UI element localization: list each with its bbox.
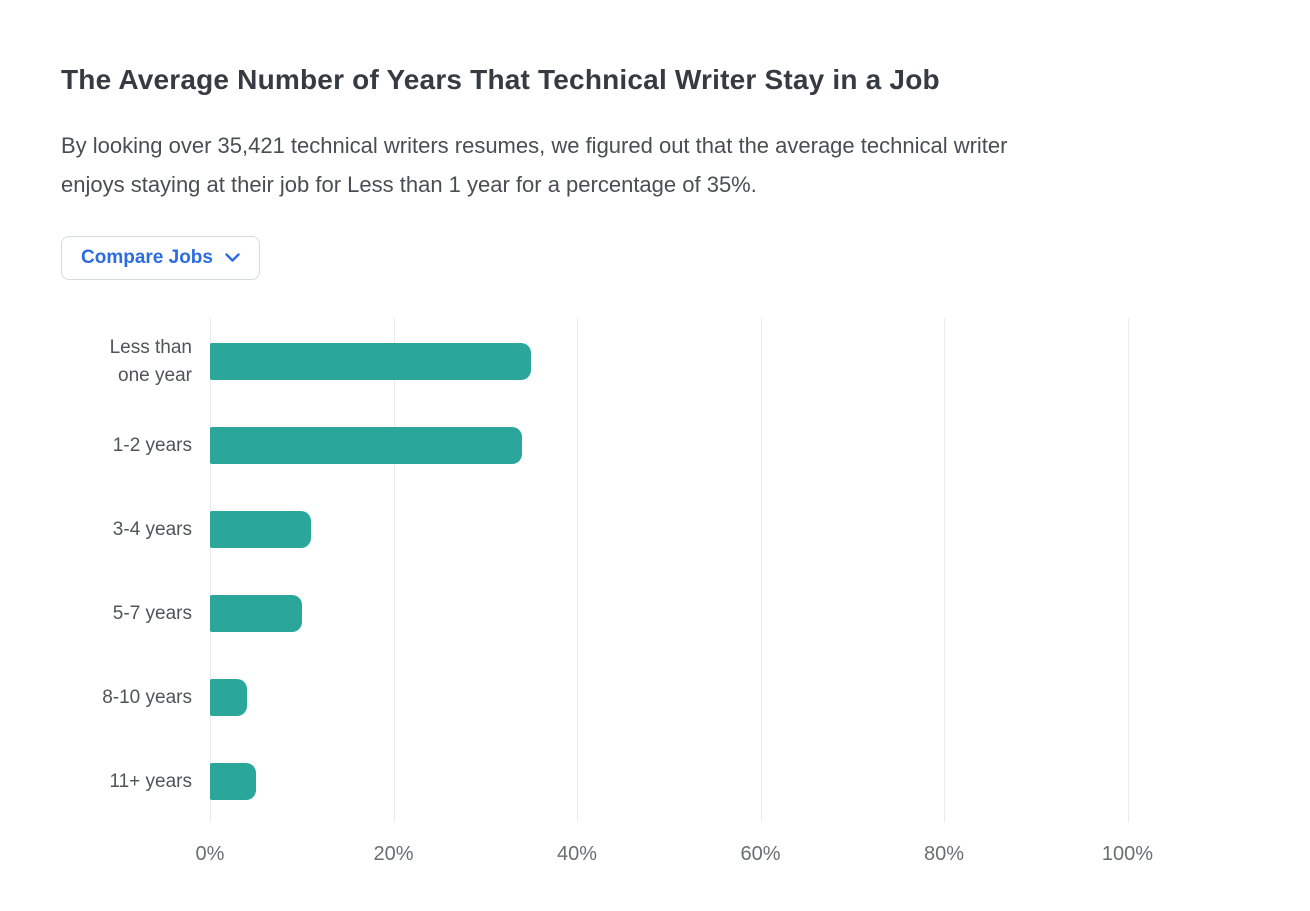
x-axis-tick-40pct: 40%: [556, 843, 598, 865]
category-label-0: Less than one year: [109, 336, 192, 386]
category-label-4: 8-10 years: [102, 686, 192, 708]
bar-1: [210, 427, 522, 464]
bar-2: [210, 511, 311, 548]
gridline-20pct: [393, 318, 395, 822]
x-axis-tick-80pct: 80%: [923, 843, 965, 865]
bar-chart: 0% 20% 40% 60% 80% 100% Less than one year 1-2 …: [0, 318, 1310, 888]
category-label-3: 5-7 years: [112, 602, 192, 624]
page-title: The Average Number of Years That Technic…: [61, 64, 940, 95]
gridline-100pct: [1127, 318, 1129, 822]
bar-0: [210, 343, 531, 380]
page-subtitle-line-1: By looking over 35,421 technical writers…: [61, 133, 1008, 158]
chevron-down-icon: [225, 253, 240, 263]
page-subtitle: By looking over 35,421 technical writers…: [61, 126, 1007, 204]
compare-jobs-button-label: Compare Jobs: [81, 247, 213, 268]
bar-5: [210, 763, 256, 800]
bar-3: [210, 595, 302, 632]
x-axis-tick-60pct: 60%: [740, 843, 781, 865]
bar-4: [210, 679, 247, 716]
category-label-5: 11+ years: [109, 770, 192, 792]
x-axis-tick-100pct: 100%: [1101, 843, 1154, 865]
category-label-2: 3-4 years: [112, 518, 192, 540]
gridline-40pct: [577, 318, 578, 822]
page-subtitle-line-2: enjoys staying at their job for Less tha…: [61, 172, 757, 197]
gridline-60pct: [760, 318, 762, 822]
x-axis-tick-0pct: 0%: [195, 843, 225, 865]
gridline-80pct: [944, 318, 945, 822]
compare-jobs-button[interactable]: Compare Jobs: [61, 236, 260, 280]
category-label-1: 1-2 years: [112, 434, 192, 456]
x-axis-tick-20pct: 20%: [373, 843, 414, 865]
gridline-0pct: [210, 318, 211, 822]
